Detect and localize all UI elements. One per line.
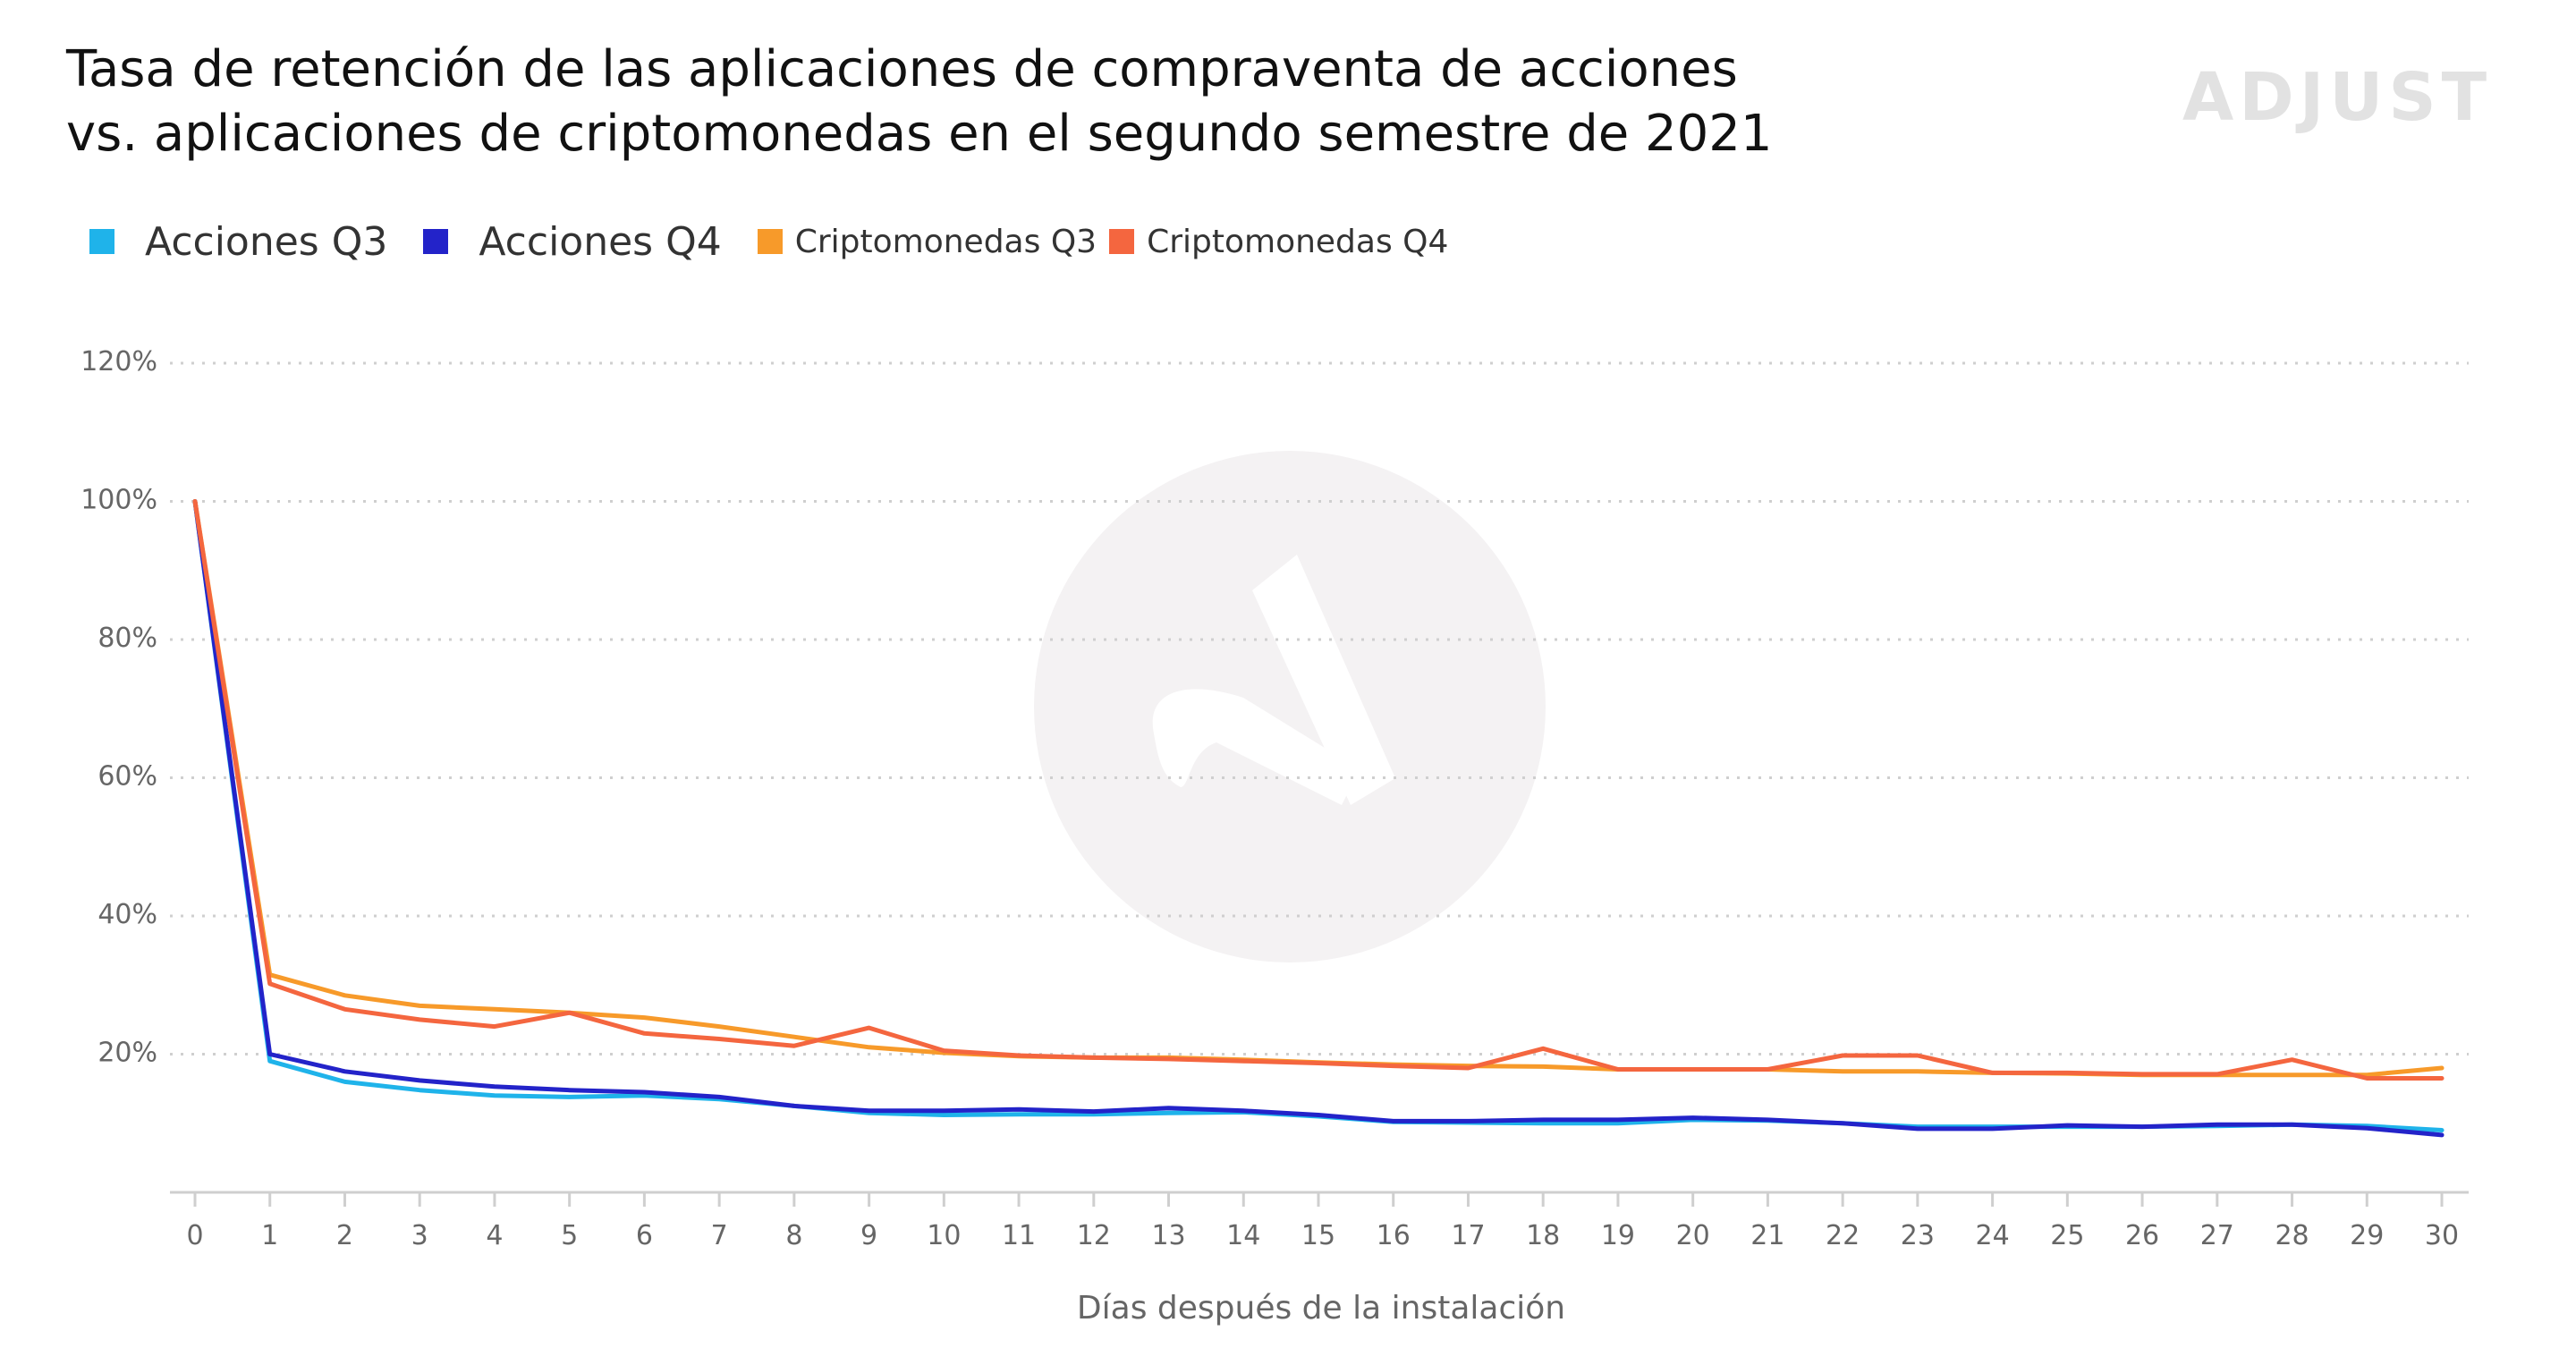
x-tick-label: 8 (785, 1220, 802, 1251)
x-tick-label: 29 (2350, 1220, 2384, 1251)
x-tick-label: 12 (1077, 1220, 1111, 1251)
x-tick-label: 19 (1601, 1220, 1635, 1251)
y-tick-label: 80% (97, 623, 157, 654)
legend-swatch-acciones-q4 (423, 229, 449, 254)
x-axis: 0 1 2 3 4 5 6 7 8 9 10 11 12 13 14 15 16 17 18 19 20 21 22 23 24… (170, 1191, 2469, 1251)
series-line-cripto-q4 (192, 499, 2445, 1081)
legend-label-acciones-q3: Acciones Q3 (145, 218, 388, 265)
x-tick-label: 11 (1002, 1220, 1036, 1251)
x-tick-label: 7 (711, 1220, 728, 1251)
x-tick-label: 21 (1750, 1220, 1784, 1251)
legend-label-acciones-q4: Acciones Q4 (479, 218, 722, 265)
grid-lines (170, 361, 2469, 1056)
x-tick-label: 2 (336, 1220, 353, 1251)
x-tick-label: 26 (2125, 1220, 2159, 1251)
x-tick-label: 14 (1226, 1220, 1260, 1251)
y-tick-label: 40% (97, 899, 157, 930)
legend-label-cripto-q4: Criptomonedas Q4 (1147, 223, 1449, 260)
legend-swatch-cripto-q4 (1109, 229, 1135, 254)
x-tick-label: 17 (1451, 1220, 1485, 1251)
legend-item-cripto-q4: Criptomonedas Q4 (1109, 224, 1448, 260)
x-tick-label: 27 (2200, 1220, 2234, 1251)
x-tick-label: 9 (860, 1220, 877, 1251)
legend-swatch-acciones-q3 (89, 229, 114, 254)
x-axis-label: Días después de la instalación (1077, 1290, 1565, 1327)
y-tick-label: 100% (80, 485, 157, 516)
x-tick-label: 10 (927, 1220, 961, 1251)
legend-swatch-cripto-q3 (757, 229, 783, 254)
legend-label-cripto-q3: Criptomonedas Q3 (794, 223, 1097, 260)
adjust-logo: ADJUST (2182, 59, 2493, 136)
chart-title-line-1: Tasa de retención de las aplicaciones de… (66, 40, 1738, 98)
chart-title: Tasa de retención de las aplicaciones de… (66, 38, 2034, 166)
chart-legend: Acciones Q3 Acciones Q4 Criptomonedas Q3… (89, 215, 1461, 268)
x-tick-label: 13 (1151, 1220, 1185, 1251)
legend-item-acciones-q4: Acciones Q4 (423, 218, 722, 265)
adjust-watermark-icon (1034, 451, 1546, 962)
chart-title-line-2: vs. aplicaciones de criptomonedas en el … (66, 105, 1773, 163)
legend-item-cripto-q3: Criptomonedas Q3 (757, 223, 1097, 260)
y-tick-label: 120% (80, 346, 157, 377)
x-tick-label: 1 (261, 1220, 278, 1251)
y-tick-label: 60% (97, 761, 157, 793)
x-tick-label: 22 (1826, 1220, 1860, 1251)
x-tick-label: 28 (2275, 1220, 2309, 1251)
y-tick-label: 20% (97, 1038, 157, 1069)
legend-item-acciones-q3: Acciones Q3 (89, 219, 387, 265)
y-axis-ticks: 20% 40% 60% 80% 100% 120% (80, 346, 157, 1069)
x-tick-label: 0 (186, 1220, 203, 1251)
x-tick-label: 30 (2425, 1220, 2459, 1251)
x-tick-label: 20 (1676, 1220, 1710, 1251)
x-tick-label: 15 (1301, 1220, 1335, 1251)
x-tick-label: 6 (636, 1220, 653, 1251)
series-line-acciones-q4 (192, 499, 2445, 1138)
x-tick-label: 3 (411, 1220, 428, 1251)
x-tick-label: 4 (486, 1220, 503, 1251)
x-tick-label: 18 (1526, 1220, 1560, 1251)
x-tick-label: 23 (1901, 1220, 1935, 1251)
x-tick-label: 16 (1377, 1220, 1411, 1251)
x-tick-label: 25 (2050, 1220, 2084, 1251)
series-lines (192, 499, 2445, 1138)
x-tick-label: 5 (561, 1220, 578, 1251)
x-tick-label: 24 (1976, 1220, 2010, 1251)
